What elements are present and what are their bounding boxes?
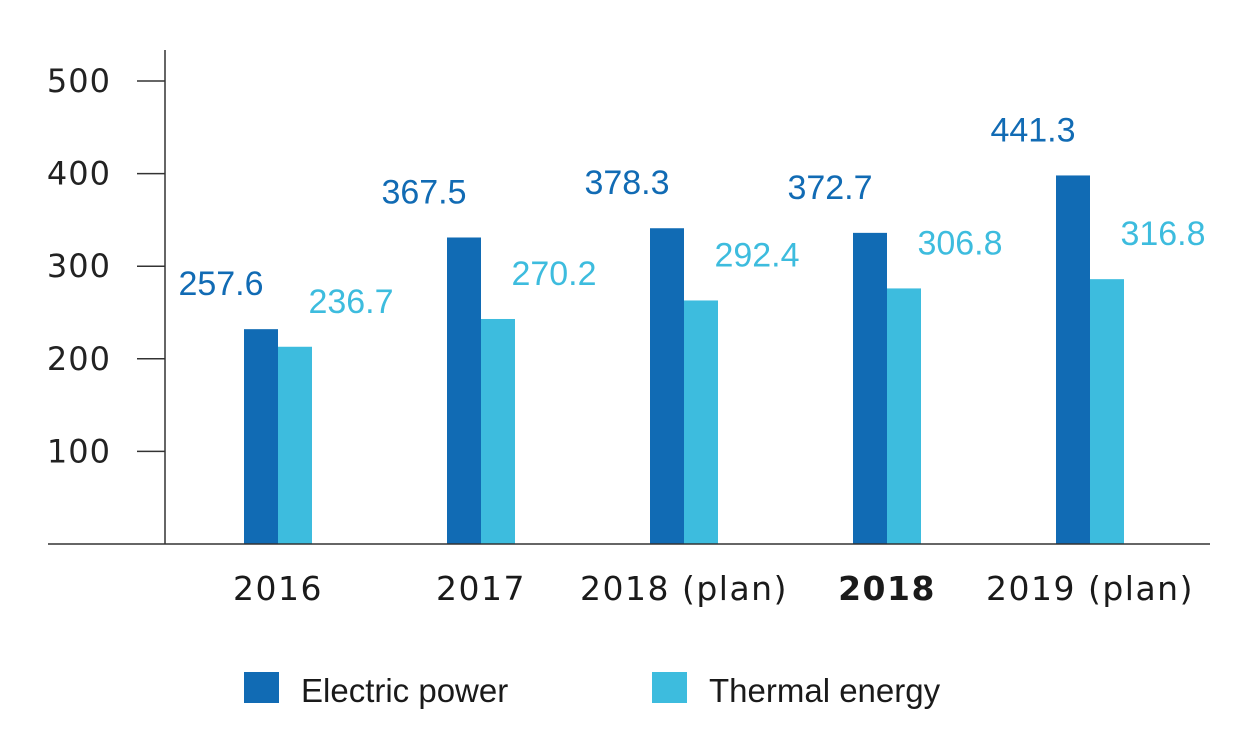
bar-thermal-energy — [684, 300, 718, 544]
data-label-thermal-energy: 306.8 — [917, 224, 1002, 262]
y-axis: 100 200 300 400 500 — [47, 50, 166, 544]
y-tick-label: 100 — [47, 432, 111, 470]
x-category-label: 2018 — [838, 569, 936, 608]
y-tick-label: 500 — [47, 62, 111, 100]
legend-label-thermal-energy: Thermal energy — [709, 672, 941, 709]
legend: Electric power Thermal energy — [244, 672, 941, 709]
data-label-electric-power: 372.7 — [787, 169, 872, 207]
legend-label-electric-power: Electric power — [301, 672, 508, 709]
bar-electric-power — [853, 232, 887, 544]
bar-electric-power — [650, 228, 684, 544]
data-label-thermal-energy: 292.4 — [714, 236, 799, 274]
x-axis: 2016 2017 2018 (plan) 2018 2019 (plan) — [48, 543, 1210, 608]
y-tick-label: 400 — [47, 155, 111, 193]
legend-swatch-thermal-energy — [652, 672, 687, 703]
data-label-electric-power: 441.3 — [990, 111, 1075, 149]
data-label-electric-power: 367.5 — [381, 173, 466, 211]
data-label-thermal-energy: 236.7 — [308, 283, 393, 321]
x-category-label: 2019 (plan) — [986, 569, 1194, 608]
data-label-electric-power: 257.6 — [178, 265, 263, 303]
x-category-label: 2017 — [436, 569, 526, 608]
bar-thermal-energy — [887, 288, 921, 544]
data-labels: 257.6 367.5 378.3 372.7 441.3 236.7 270.2 292.4… — [178, 111, 1205, 320]
bar-electric-power — [1056, 175, 1090, 544]
bar-electric-power — [244, 329, 278, 544]
y-tick-label: 300 — [47, 247, 111, 285]
legend-swatch-electric-power — [244, 672, 279, 703]
bar-thermal-energy — [278, 346, 312, 544]
bar-thermal-energy — [1090, 279, 1124, 544]
y-tick-label: 200 — [47, 340, 111, 378]
bars — [244, 175, 1124, 544]
x-category-label: 2018 (plan) — [580, 569, 788, 608]
bar-electric-power — [447, 237, 481, 544]
x-category-label: 2016 — [233, 569, 323, 608]
data-label-thermal-energy: 316.8 — [1120, 215, 1205, 253]
bar-thermal-energy — [481, 318, 515, 544]
data-label-electric-power: 378.3 — [584, 164, 669, 202]
data-label-thermal-energy: 270.2 — [511, 255, 596, 293]
